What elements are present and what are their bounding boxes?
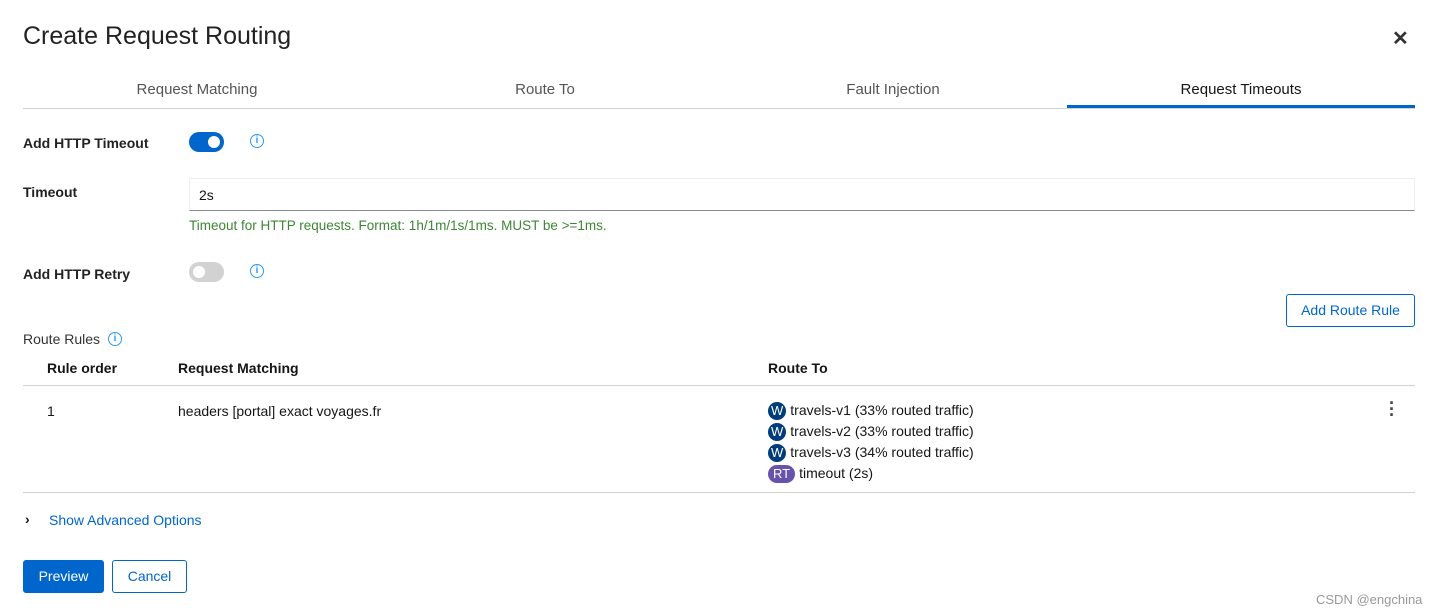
retry-toggle[interactable]	[189, 262, 224, 282]
workload-badge: W	[768, 423, 787, 441]
kebab-menu-icon[interactable]: · · ·	[1389, 393, 1395, 425]
watermark: CSDN @engchina	[1316, 592, 1423, 607]
timeout-input[interactable]: 2s	[189, 178, 1415, 211]
info-icon[interactable]: i	[108, 332, 122, 346]
column-header: Request Matching	[178, 360, 299, 376]
route-rules-label: Route Rules	[23, 331, 101, 347]
timeout-label: Timeout	[23, 184, 78, 200]
show-advanced-options-link[interactable]: Show Advanced Options	[49, 512, 202, 528]
route-target: RT timeout (2s)	[768, 463, 974, 484]
close-icon[interactable]: ✕	[1392, 28, 1409, 50]
preview-button[interactable]: Preview	[23, 560, 104, 593]
retry-toggle-label: Add HTTP Retry	[23, 266, 131, 282]
divider	[23, 385, 1415, 386]
add-route-rule-button[interactable]: Add Route Rule	[1286, 294, 1415, 327]
info-icon[interactable]: i	[250, 264, 264, 278]
tab-bar: Request Matching Route To Fault Injectio…	[23, 76, 1415, 109]
timeout-toggle[interactable]	[189, 132, 224, 152]
timeout-help-text: Timeout for HTTP requests. Format: 1h/1m…	[189, 218, 607, 233]
info-icon[interactable]: i	[250, 134, 264, 148]
workload-badge: W	[768, 444, 787, 462]
tab-request-matching[interactable]: Request Matching	[136, 81, 258, 98]
rt-badge: RT	[768, 465, 796, 483]
timeout-toggle-label: Add HTTP Timeout	[23, 135, 149, 151]
tab-route-to[interactable]: Route To	[515, 81, 575, 98]
column-header: Rule order	[47, 360, 118, 376]
cancel-button[interactable]: Cancel	[112, 560, 187, 593]
divider	[23, 492, 1415, 493]
tab-request-timeouts[interactable]: Request Timeouts	[1067, 76, 1415, 108]
rule-matching: headers [portal] exact voyages.fr	[178, 403, 382, 419]
rule-order: 1	[47, 403, 55, 419]
chevron-right-icon[interactable]: ›	[25, 511, 30, 527]
workload-badge: W	[768, 402, 787, 420]
tab-fault-injection[interactable]: Fault Injection	[846, 81, 940, 98]
column-header: Route To	[768, 360, 828, 376]
page-title: Create Request Routing	[23, 22, 292, 50]
